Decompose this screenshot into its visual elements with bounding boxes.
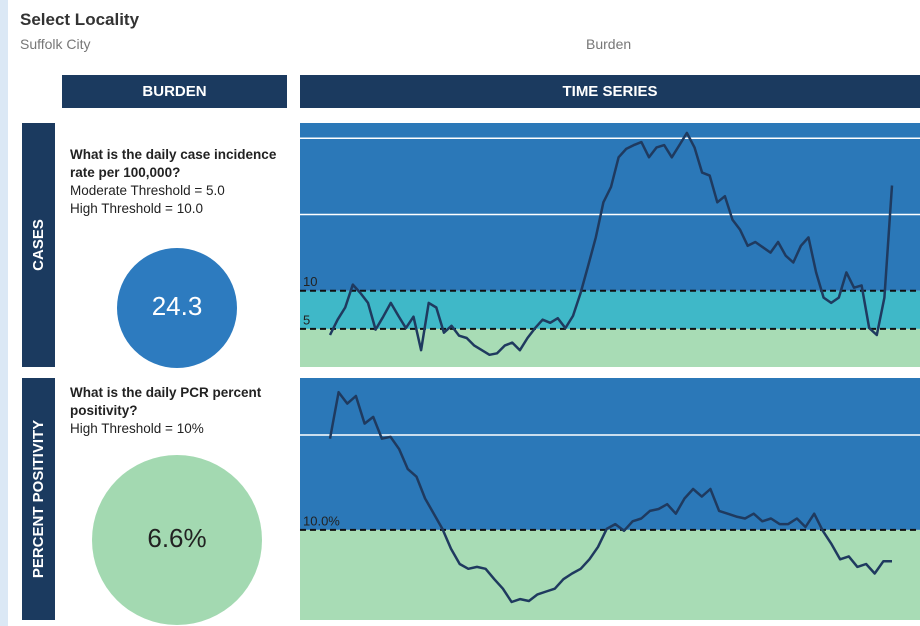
- band: [300, 378, 920, 530]
- column-header: [62, 75, 287, 108]
- column-header-label: BURDEN: [142, 83, 206, 100]
- series-line: [328, 390, 892, 604]
- value-circle: [92, 455, 262, 625]
- band: [300, 123, 920, 291]
- question: What is the daily PCR percent positivity…: [70, 385, 262, 418]
- view-label: Burden: [586, 36, 632, 52]
- threshold-label: 10.0%: [303, 513, 340, 528]
- question: What is the daily case incidence rate pe…: [70, 147, 277, 180]
- threshold-label: 5: [303, 312, 310, 327]
- question-block: What is the daily PCR percent positivity…: [70, 384, 295, 438]
- title: Select Locality: [20, 10, 140, 29]
- threshold-label: 10: [303, 274, 317, 289]
- row-header-label: PERCENT POSITIVITY: [30, 420, 47, 578]
- value-label: 24.3: [152, 291, 203, 321]
- band: [300, 529, 920, 620]
- band: [300, 290, 920, 329]
- threshold: High Threshold = 10%: [70, 421, 204, 436]
- value-label: 6.6%: [147, 523, 206, 553]
- question-block: What is the daily case incidence rate pe…: [70, 146, 295, 218]
- row-header-label: CASES: [30, 219, 47, 271]
- row-header: [22, 123, 55, 367]
- band: [300, 328, 920, 367]
- value-circle: [117, 248, 237, 368]
- column-header: [300, 75, 920, 108]
- charts: BURDEN TIME SERIES CASES 24.3 5 10 PERCENT POS…: [22, 75, 920, 625]
- locality[interactable]: Suffolk City: [20, 36, 91, 52]
- row-header: [22, 378, 55, 620]
- threshold: Moderate Threshold = 5.0: [70, 183, 225, 198]
- threshold: High Threshold = 10.0: [70, 201, 203, 216]
- column-header-label: TIME SERIES: [562, 83, 657, 100]
- series-line: [328, 131, 894, 357]
